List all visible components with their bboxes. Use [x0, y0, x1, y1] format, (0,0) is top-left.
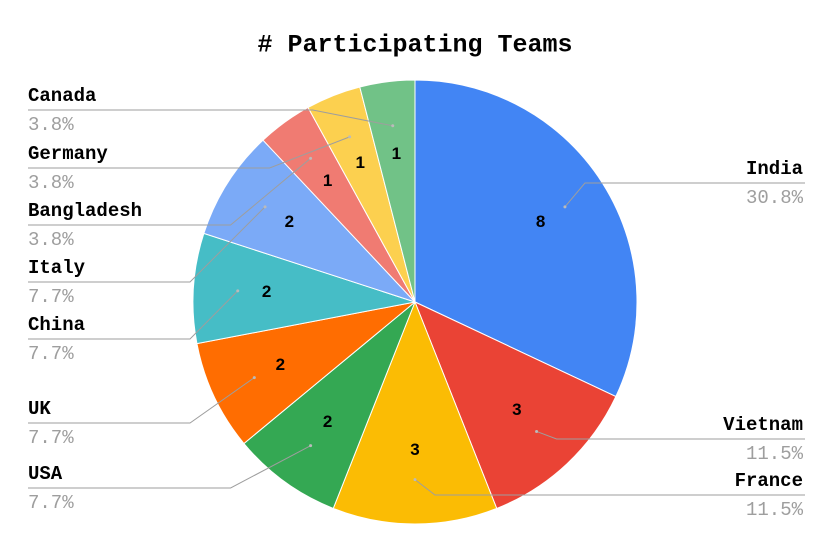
pie-slice [243, 301, 416, 510]
pie-slice [359, 79, 416, 303]
slice-value-label: 2 [323, 412, 332, 431]
legend-label: Vietnam [723, 414, 803, 436]
percent-label: 3.8% [28, 114, 74, 136]
pie-slice [414, 301, 617, 510]
slice-value-label: 3 [512, 400, 521, 419]
leader-line [28, 290, 239, 340]
leader-line [28, 445, 311, 489]
legend-label: Canada [28, 85, 96, 107]
legend-label: France [735, 470, 803, 492]
pie-slice [203, 139, 416, 303]
slice-value-label: 1 [392, 144, 401, 163]
leader-dot [535, 429, 539, 433]
percent-label: 30.8% [746, 187, 804, 209]
slice-value-label: 2 [285, 212, 294, 231]
slice-value-label: 2 [262, 282, 271, 301]
legend-label: USA [28, 463, 63, 485]
leader-dot [252, 376, 256, 380]
leader-line [28, 136, 350, 169]
slice-value-label: 8 [536, 212, 545, 231]
leader-dot [309, 156, 313, 160]
percent-label: 3.8% [28, 229, 74, 251]
leader-dot [348, 135, 352, 139]
leader-dot [391, 124, 395, 128]
leader-dot [236, 289, 240, 293]
pie-slice [192, 232, 416, 345]
chart-title: # Participating Teams [257, 31, 572, 60]
leader-dot [309, 444, 313, 448]
leader-line [28, 206, 266, 283]
percent-label: 3.8% [28, 172, 74, 194]
legend-label: Bangladesh [28, 200, 142, 222]
leader-line [28, 157, 311, 226]
slice-value-label: 1 [356, 153, 365, 172]
percent-label: 11.5% [746, 499, 804, 521]
slice-value-label: 3 [410, 440, 419, 459]
percent-label: 11.5% [746, 443, 804, 465]
leader-line [564, 182, 805, 208]
percent-label: 7.7% [28, 492, 74, 514]
leader-dot [263, 205, 267, 209]
leader-dot [413, 478, 417, 482]
pie-slice [196, 301, 416, 445]
legend-label: Italy [28, 257, 86, 279]
leader-line [414, 479, 805, 496]
legend-label: China [28, 314, 85, 336]
pie-slice [332, 300, 498, 525]
slice-value-label: 1 [323, 171, 332, 190]
leader-line [28, 377, 255, 424]
percent-label: 7.7% [28, 427, 74, 449]
slice-value-label: 2 [276, 355, 285, 374]
percent-label: 7.7% [28, 286, 74, 308]
legend-label: India [746, 158, 803, 180]
leader-line [536, 430, 805, 440]
leader-dot [563, 205, 567, 209]
legend-label: UK [28, 398, 51, 420]
leader-line [28, 109, 393, 127]
legend-label: Germany [28, 143, 108, 165]
percent-label: 7.7% [28, 343, 74, 365]
